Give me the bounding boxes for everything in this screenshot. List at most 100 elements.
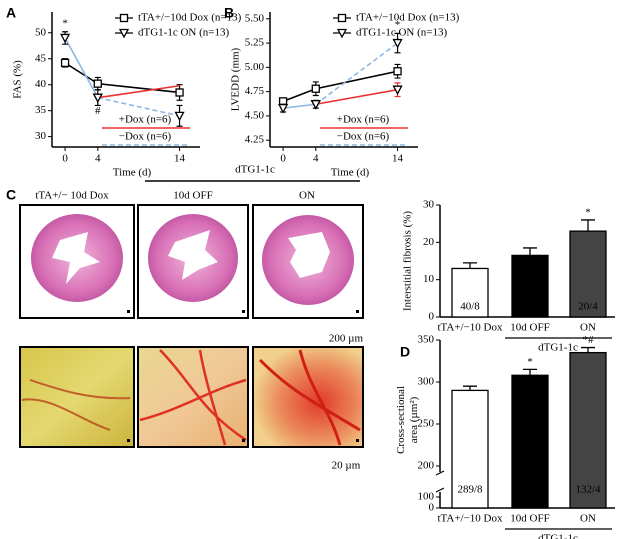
y-tick-label: 100 <box>418 491 435 503</box>
annotation: * <box>62 17 68 29</box>
scale-bar <box>356 439 359 442</box>
y-tick-label: 5.25 <box>245 37 265 49</box>
y-tick-label: 30 <box>35 130 47 142</box>
n-label: 137/4 <box>517 484 543 496</box>
bar <box>569 351 607 509</box>
marker <box>392 85 403 96</box>
y-axis-label: area (µm²) <box>408 396 420 443</box>
x-tick-label: 10d OFF <box>510 513 549 525</box>
y-tick-label: 5.50 <box>245 12 265 24</box>
x-tick-label: 14 <box>392 153 404 165</box>
x-tick-label: 0 <box>62 153 68 165</box>
lumen <box>288 232 330 278</box>
scale-bar <box>242 439 245 442</box>
y-tick-label: 200 <box>418 460 435 472</box>
image-frame <box>137 346 249 448</box>
panel-label: B <box>224 5 234 21</box>
fiber <box>21 379 131 431</box>
x-tick-label: 0 <box>280 153 286 165</box>
y-tick-label: 300 <box>418 376 435 388</box>
y-tick-label: 4.75 <box>245 85 265 97</box>
legend-label: −Dox (n=6) <box>119 131 172 143</box>
error-bar <box>523 368 537 376</box>
series-line <box>282 103 316 109</box>
histology: tTA+/− 10d Dox dTG1-1c 10d OFF ON 200 µm… <box>19 164 364 472</box>
scale-label: 200 µm <box>329 333 364 345</box>
y-axis-label: Cross-sectional <box>395 386 407 454</box>
group-label: dTG1-1c <box>538 342 578 354</box>
x-axis-label: Time (d) <box>113 167 152 179</box>
marker <box>310 100 321 110</box>
y-tick-label: 350 <box>418 334 435 346</box>
x-tick-label: 10d OFF <box>510 322 549 334</box>
scale-bar <box>127 310 130 313</box>
series-line <box>282 70 398 103</box>
y-tick-label: 30 <box>423 199 435 211</box>
legend-label: −Dox (n=6) <box>337 131 390 143</box>
column-label: ON <box>299 190 315 202</box>
y-tick-label: 40 <box>35 78 47 90</box>
panel-label: C <box>6 187 16 203</box>
lumen <box>168 230 218 280</box>
marker <box>337 13 347 23</box>
group-label: dTG1-1c <box>235 164 275 176</box>
marker <box>119 13 129 23</box>
y-tick-label: 10 <box>423 273 435 285</box>
n-label: 132/4 <box>575 484 601 496</box>
y-tick-label: 35 <box>35 104 47 116</box>
fiber <box>258 349 361 446</box>
column-label: tTA+/− 10d Dox <box>35 190 109 202</box>
y-tick-label: 250 <box>418 418 435 430</box>
bar <box>451 267 489 318</box>
x-tick-label: 14 <box>174 153 186 165</box>
scale-bar <box>356 310 359 313</box>
x-tick-label: 4 <box>313 153 319 165</box>
legend-label: +Dox (n=6) <box>337 114 390 126</box>
panel-label: D <box>400 344 410 360</box>
marker <box>175 88 184 97</box>
scale-bar <box>242 310 245 313</box>
marker <box>174 111 185 122</box>
error-bar <box>463 262 477 269</box>
marker <box>60 58 70 68</box>
x-tick-label: ON <box>580 322 596 334</box>
scale-label: 20 µm <box>332 460 361 472</box>
marker <box>59 33 71 44</box>
legend-label: tTA+/−10d Dox (n=13) <box>138 12 242 24</box>
x-tick-label: tTA+/−10 Dox <box>438 513 503 525</box>
bar <box>511 254 549 318</box>
n-label: 20/4 <box>520 301 540 313</box>
series-line <box>97 96 180 117</box>
marker <box>336 28 348 39</box>
bar <box>569 230 607 318</box>
bar <box>451 389 489 509</box>
group-label: dTG1-1c <box>538 533 578 539</box>
fiber <box>139 349 247 446</box>
column-label: 10d OFF <box>173 190 212 202</box>
marker <box>92 93 103 104</box>
annotation: * <box>585 206 591 218</box>
error-bar <box>463 385 477 391</box>
legend-label: tTA+/−10d Dox (n=13) <box>356 12 460 24</box>
series-line <box>315 88 398 106</box>
n-label: 40/8 <box>460 301 480 313</box>
marker <box>392 38 403 49</box>
legend-label: +Dox (n=6) <box>119 114 172 126</box>
legend-label: dTG1-1c ON (n=13) <box>356 27 447 39</box>
annotation: *# <box>583 334 595 346</box>
marker <box>118 28 130 39</box>
y-axis-label: Interstitial fibrosis (%) <box>402 211 414 312</box>
marker <box>393 67 402 76</box>
error-bar <box>581 346 595 353</box>
y-axis-label: FAS (%) <box>12 60 24 99</box>
x-tick-label: ON <box>580 513 596 525</box>
y-tick-label: 4.50 <box>245 109 265 121</box>
error-bar <box>581 219 595 232</box>
marker <box>93 79 102 88</box>
series-line <box>64 37 99 99</box>
y-tick-label: 5.00 <box>245 61 265 73</box>
annotation: # <box>95 105 101 117</box>
annotation: * <box>395 19 401 31</box>
bar <box>511 374 549 509</box>
marker <box>311 84 320 93</box>
